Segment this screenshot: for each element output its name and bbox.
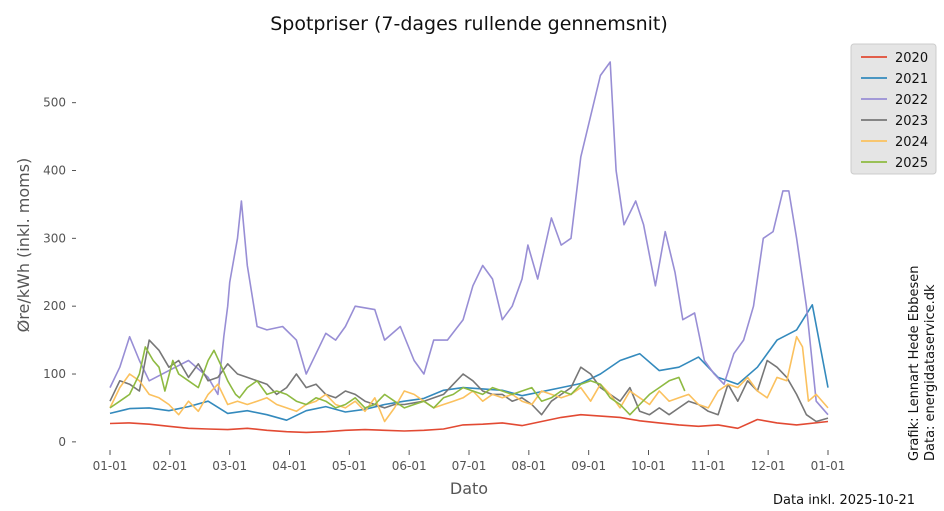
- legend-label: 2021: [895, 72, 928, 87]
- series-line-2022: [109, 61, 829, 416]
- y-tick-label: 200: [43, 299, 66, 313]
- credit-source: Data: energidataservice.dk: [923, 284, 938, 461]
- x-tick-label: 07-01: [452, 459, 487, 473]
- x-tick-label: 04-01: [272, 459, 307, 473]
- x-tick-label: 05-01: [332, 459, 367, 473]
- credit-author: Grafik: Lennart Hede Ebbesen: [907, 265, 922, 461]
- legend-label: 2020: [895, 51, 928, 66]
- data-date-note: Data inkl. 2025-10-21: [773, 493, 915, 508]
- x-tick-label: 01-01: [811, 459, 846, 473]
- y-tick-label: 500: [43, 96, 66, 110]
- y-tick-label: 100: [43, 367, 66, 381]
- y-tick-label: 400: [43, 164, 66, 178]
- x-axis-label: Dato: [450, 479, 488, 498]
- series-line-2021: [109, 304, 829, 421]
- y-tick-label: 0: [58, 435, 66, 449]
- legend-label: 2022: [895, 93, 928, 108]
- x-axis: 01-01 02-01 03-01 04-01 05-01 06-01 07-01 08-01…: [93, 450, 846, 473]
- series-line-2020: [109, 413, 829, 434]
- series-line-2025: [109, 346, 686, 416]
- x-tick-label: 03-01: [212, 459, 247, 473]
- y-axis-label: Øre/kWh (inkl. moms): [14, 158, 33, 333]
- x-tick-label: 08-01: [511, 459, 546, 473]
- x-tick-label: 06-01: [392, 459, 427, 473]
- legend-label: 2023: [895, 114, 928, 129]
- legend-label: 2025: [895, 156, 928, 171]
- y-axis: 0 100 200 300 400 500: [43, 96, 76, 449]
- legend: 2020 2021 2022 2023 2024 2025: [850, 43, 937, 175]
- x-tick-label: 12-01: [751, 459, 786, 473]
- x-tick-label: 02-01: [152, 459, 187, 473]
- x-tick-label: 01-01: [93, 459, 128, 473]
- legend-label: 2024: [895, 135, 928, 150]
- x-tick-label: 09-01: [571, 459, 606, 473]
- series-lines: [109, 61, 829, 434]
- series-line-2023: [109, 339, 829, 423]
- x-tick-label: 11-01: [691, 459, 726, 473]
- y-tick-label: 300: [43, 231, 66, 245]
- x-tick-label: 10-01: [631, 459, 666, 473]
- chart-title: Spotpriser (7-dages rullende gennemsnit): [270, 13, 668, 35]
